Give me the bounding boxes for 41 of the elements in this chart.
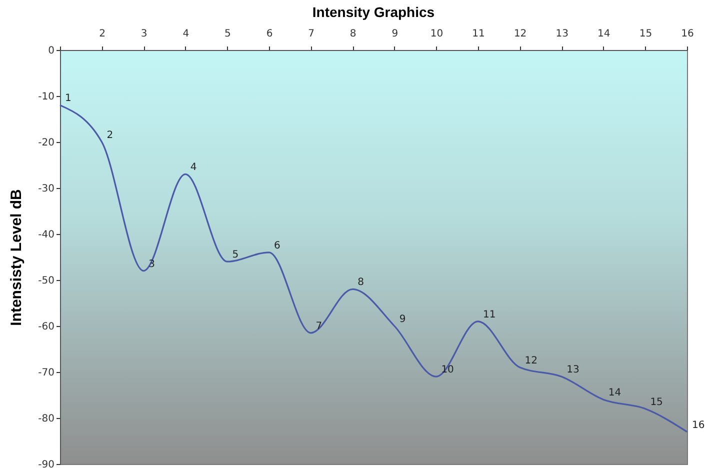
text: 14 [608,388,622,399]
text: 13 [566,364,580,376]
y-tick-label: 0 [48,46,54,56]
x-tick-label: 8 [350,28,356,40]
x-tick-label: 13 [556,28,568,40]
y-tick-label: -50 [38,276,54,286]
x-tick-label: 5 [224,28,231,40]
x-tick-label: 16 [681,28,694,40]
text: 6 [274,240,280,252]
text: 4 [190,162,197,174]
x-tick-label: 4 [182,28,190,40]
chart-title: Intensity Graphics [312,4,435,20]
text: 8 [358,277,364,288]
y-tick-label: -40 [38,230,54,240]
x-tick-label: 6 [266,28,273,40]
y-axis-title: Intensisty Level dB [8,188,26,326]
x-tick-label: 2 [99,28,106,40]
x-tick-label: 11 [472,28,485,40]
y-tick-label: -90 [38,460,54,470]
text: 11 [483,309,496,320]
x-tick-label: 15 [639,28,652,40]
x-tick-label: 9 [392,28,398,40]
y-tick-label: -10 [38,92,54,102]
x-tick-label: 7 [308,28,314,40]
text: 5 [232,250,239,261]
y-tick-label: -80 [38,414,54,424]
text: 15 [650,396,663,408]
y-tick-label: -20 [38,138,54,148]
text: 1 [65,93,72,104]
text: 9 [399,314,406,325]
text: 12 [524,355,538,366]
y-tick-label: -60 [38,322,54,332]
x-tick-label: 10 [430,28,444,40]
x-tick-label: 3 [140,28,148,40]
text: 16 [692,420,705,431]
y-tick-label: -30 [38,184,54,194]
y-tick-label: -70 [38,368,54,378]
text: 2 [106,130,114,141]
x-tick-label: 12 [514,28,527,40]
line-series [59,104,688,433]
x-tick-label: 14 [598,28,610,40]
